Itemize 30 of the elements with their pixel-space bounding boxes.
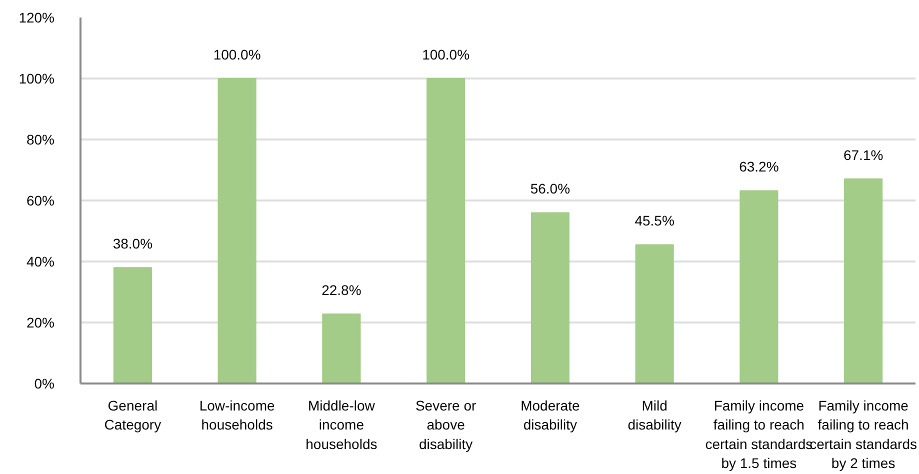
x-tick-label: General Category — [104, 398, 162, 433]
data-label: 56.0% — [530, 180, 570, 197]
y-tick-label: 60% — [26, 192, 55, 208]
data-label: 100.0% — [422, 46, 470, 62]
x-tick-label: Middle-low income households — [306, 398, 378, 452]
x-tick-label: Family income failing to reach certain standards by 2 times — [810, 398, 918, 472]
x-tick-label: Low-income households — [199, 398, 276, 433]
bar — [530, 212, 570, 384]
y-tick-label: 20% — [26, 314, 55, 330]
data-label: 100.0% — [213, 46, 261, 62]
y-tick-label: 40% — [26, 254, 55, 270]
bar — [844, 178, 883, 384]
y-tick-label: 0% — [34, 376, 54, 392]
y-tick-label: 120% — [18, 10, 55, 26]
bar — [218, 78, 256, 384]
y-tick-label: 100% — [18, 70, 55, 86]
bar — [635, 244, 674, 384]
x-tick-label: Severe or above disability — [415, 398, 476, 452]
data-label: 67.1% — [843, 146, 884, 163]
bar — [113, 267, 152, 384]
y-tick-label: 80% — [26, 132, 55, 148]
bar — [426, 78, 466, 384]
data-label: 22.8% — [322, 282, 362, 298]
data-label: 63.2% — [739, 158, 779, 175]
bar — [740, 190, 778, 384]
x-tick-label: Mild disability — [628, 398, 682, 433]
bar — [322, 313, 361, 384]
data-label: 45.5% — [634, 212, 674, 229]
x-tick-label: Moderate disability — [520, 398, 580, 433]
data-label: 38.0% — [112, 236, 153, 252]
